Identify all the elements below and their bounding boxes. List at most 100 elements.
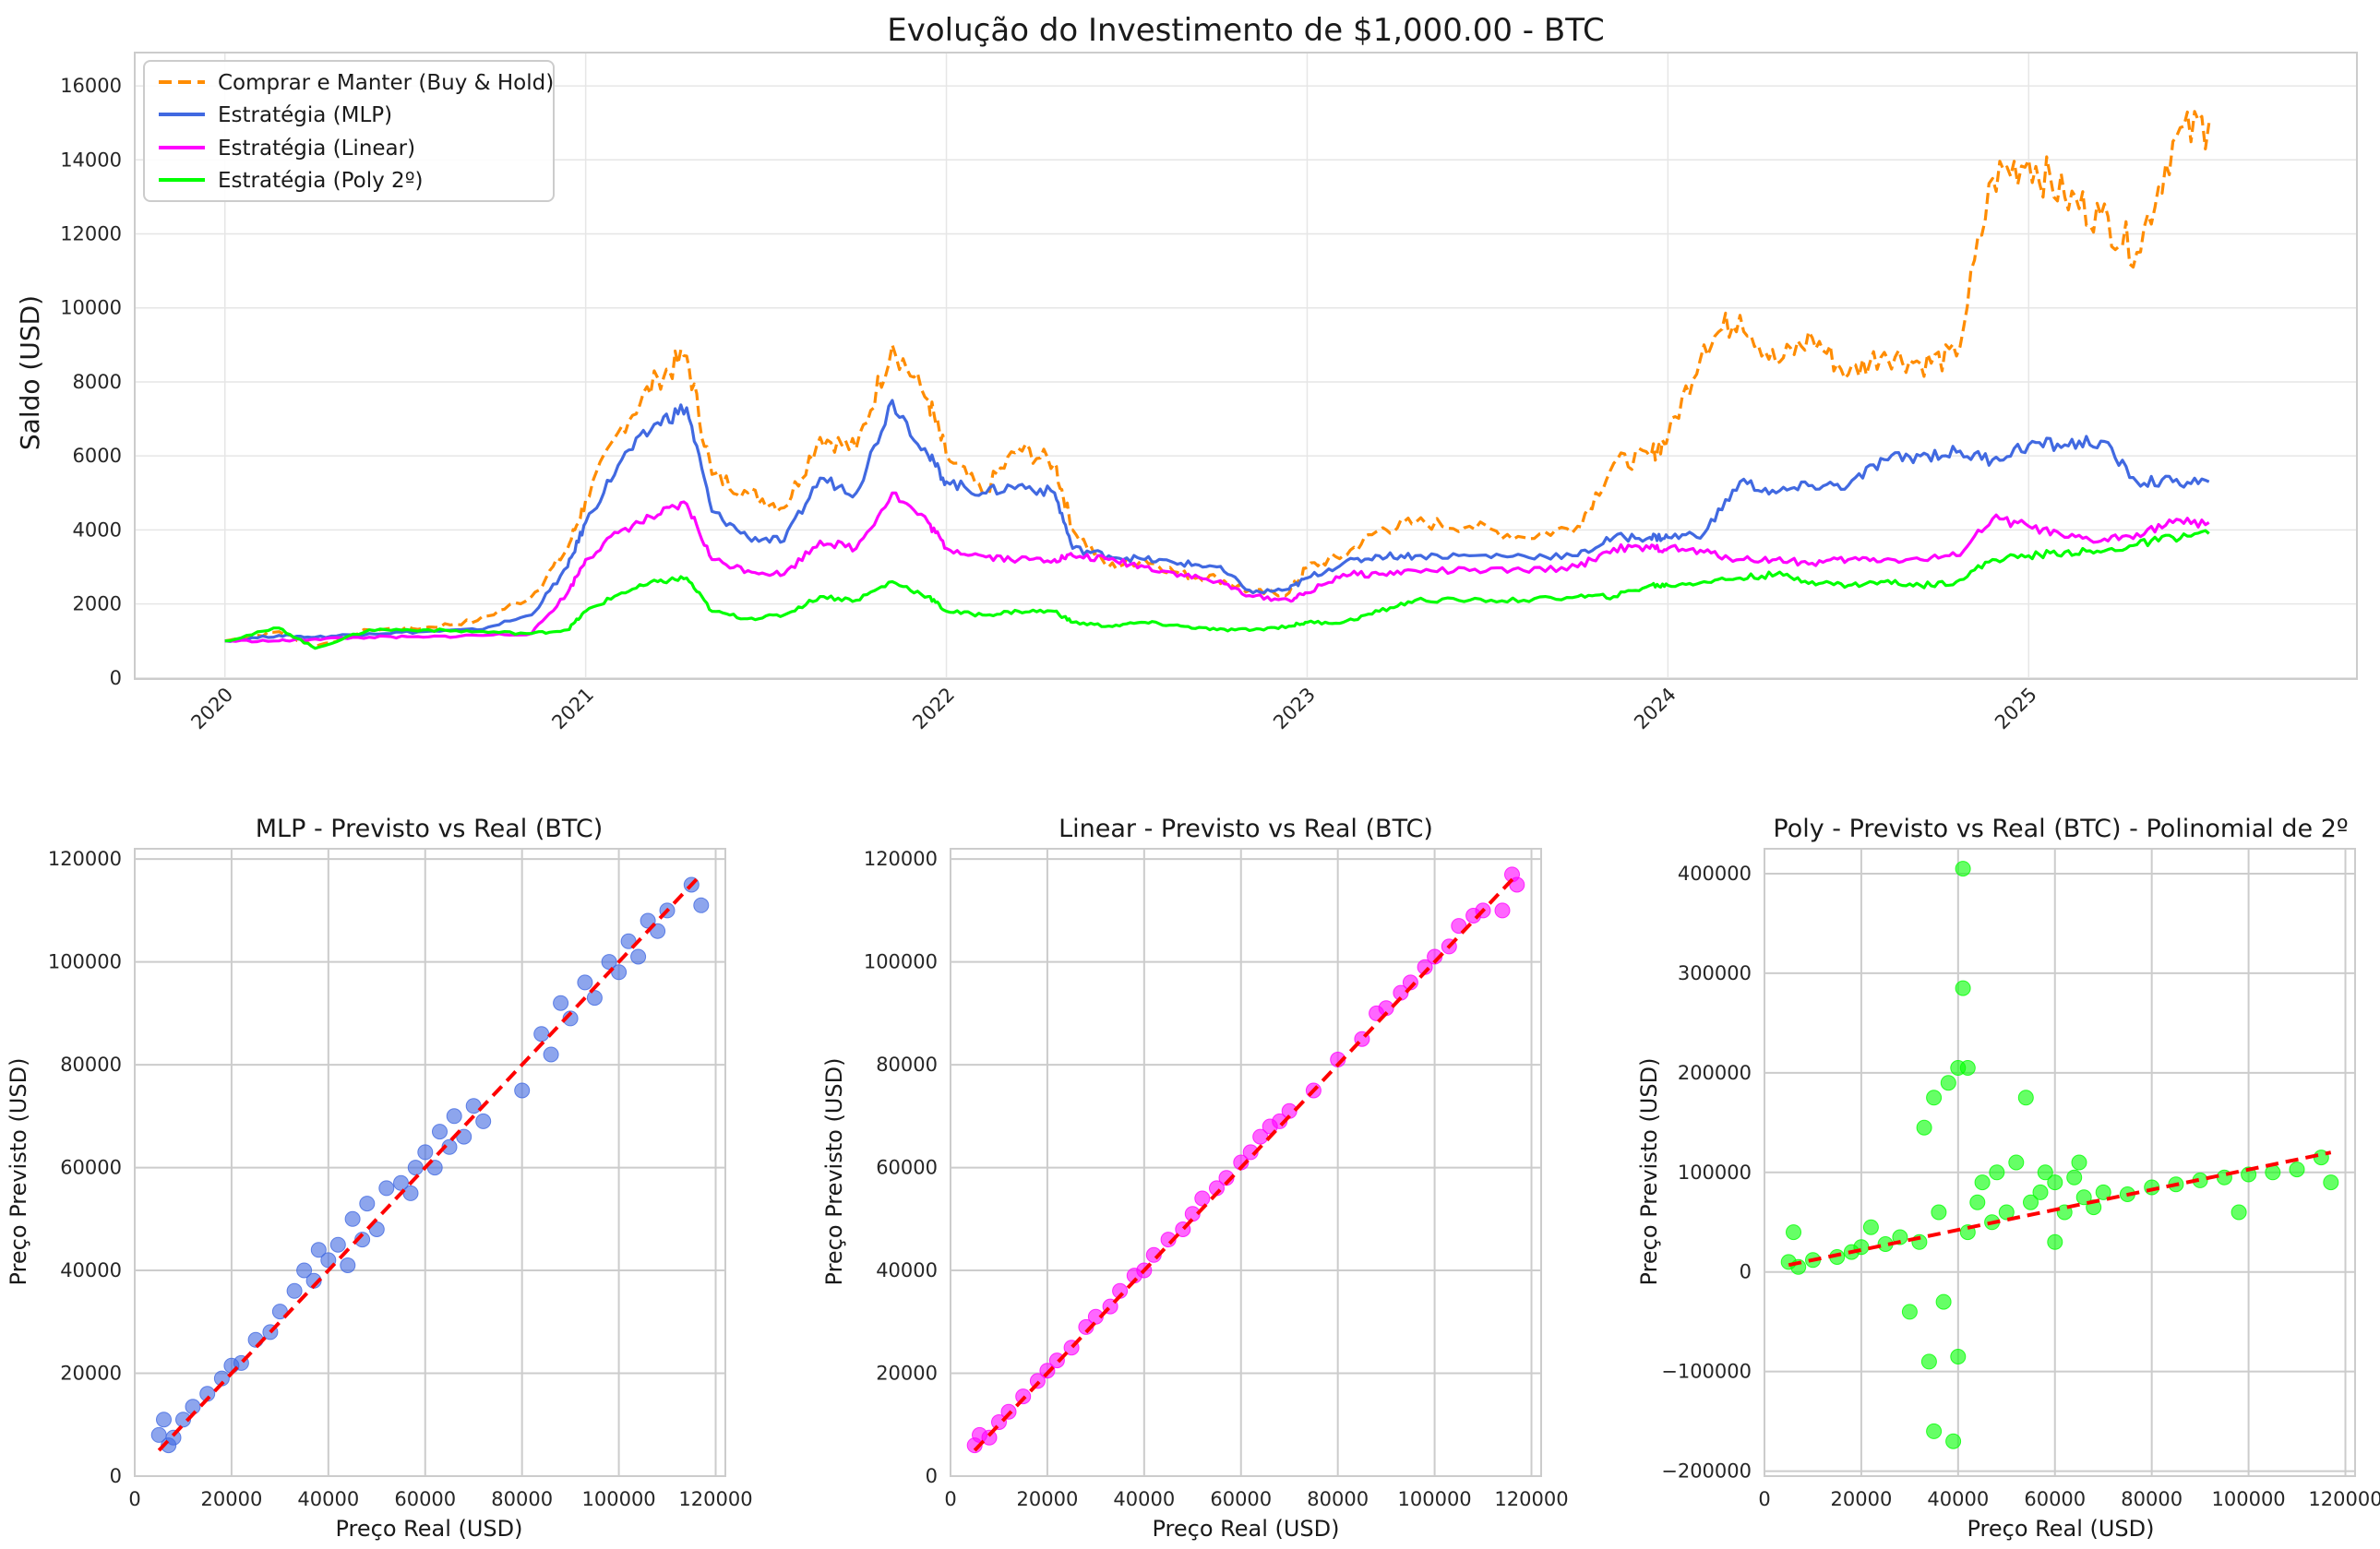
scatter-point [1955, 980, 1971, 996]
scatter-point [310, 1242, 327, 1258]
scatter-point [981, 1429, 998, 1446]
plot-frame [950, 848, 1542, 1477]
y-tick-label: 16000 [60, 75, 122, 97]
y-tick-label: 300000 [1678, 962, 1752, 984]
scatter-point [402, 1185, 419, 1201]
x-axis-label: Preço Real (USD) [1152, 1516, 1339, 1542]
x-tick-label: 2021 [547, 684, 598, 734]
x-tick-label: 60000 [1210, 1488, 1272, 1510]
mlp-scatter-chart: MLP - Previsto vs Real (BTC) Preço Real … [6, 815, 753, 1542]
legend-label-poly: Estratégia (Poly 2º) [218, 169, 424, 193]
x-axis-label: Preço Real (USD) [335, 1516, 522, 1542]
y-axis-ticks: 0 20000 40000 60000 80000 100000 120000 [864, 848, 938, 1487]
x-tick-label: 2022 [908, 684, 959, 734]
y-tick-label: 2000 [73, 593, 122, 615]
scatter-point [1926, 1423, 1943, 1439]
poly-scatter-chart: Poly - Previsto vs Real (BTC) - Polinomi… [1636, 815, 2380, 1542]
scatter-point [1786, 1224, 1801, 1241]
scatter-point [475, 1113, 492, 1129]
scatter-point [1945, 1433, 1962, 1449]
y-axis-ticks: 0 20000 40000 60000 80000 100000 120000 [48, 848, 122, 1487]
scatter-point [1969, 1194, 1986, 1210]
x-tick-label: 2024 [1630, 684, 1680, 734]
scatter-point [175, 1412, 191, 1428]
x-tick-label: 120000 [2308, 1488, 2380, 1510]
y-tick-label: 200000 [1678, 1062, 1752, 1084]
scatter-point [2095, 1184, 2111, 1200]
x-tick-label: 80000 [491, 1488, 553, 1510]
scatter-point [359, 1196, 376, 1212]
scatter-point [1862, 1219, 1879, 1235]
scatter-point [2032, 1184, 2049, 1200]
grid [135, 53, 2357, 679]
x-tick-label: 0 [944, 1488, 956, 1510]
scatter-point [2008, 1154, 2025, 1171]
scatter-point [2017, 1090, 2034, 1106]
scatter-point [407, 1160, 424, 1176]
plot-frame [134, 52, 2358, 680]
identity-reference-line [157, 873, 703, 1452]
scatter-point [2037, 1164, 2053, 1181]
x-tick-label: 20000 [1831, 1488, 1893, 1510]
y-tick-label: 0 [110, 667, 122, 689]
investment-evolution-chart: Evolução do Investimento de $1,000.00 - … [15, 12, 2358, 734]
scatter-point [601, 954, 617, 971]
scatter-point [1959, 1060, 1976, 1076]
x-tick-label: 60000 [394, 1488, 456, 1510]
scatter-point [340, 1257, 356, 1273]
x-tick-label: 120000 [678, 1488, 752, 1510]
scatter-point [1494, 902, 1511, 919]
y-tick-label: 80000 [876, 1054, 938, 1076]
series-lines [224, 110, 2211, 650]
scatter-point [1940, 1075, 1956, 1091]
scatter-point [2241, 1166, 2257, 1183]
y-tick-label: 12000 [60, 223, 122, 245]
y-axis-label: Preço Previsto (USD) [1636, 1058, 1662, 1286]
y-axis-label: Preço Previsto (USD) [821, 1058, 847, 1286]
x-tick-label: 2020 [186, 684, 237, 734]
x-tick-label: 40000 [1113, 1488, 1175, 1510]
chart-title: Poly - Previsto vs Real (BTC) - Polinomi… [1773, 815, 2348, 843]
identity-reference-line [1788, 1150, 2332, 1268]
x-tick-label: 20000 [1017, 1488, 1079, 1510]
y-tick-label: 6000 [73, 445, 122, 467]
y-tick-label: 80000 [60, 1054, 122, 1076]
scatter-point [1998, 1204, 2015, 1221]
scatter-point [1920, 1353, 1937, 1370]
scatter-point [533, 1026, 550, 1043]
scatter-point [329, 1236, 346, 1253]
legend-label-linear: Estratégia (Linear) [218, 137, 415, 161]
y-tick-label: 40000 [60, 1259, 122, 1281]
y-tick-label: 0 [926, 1465, 938, 1487]
y-axis-label: Preço Previsto (USD) [6, 1058, 31, 1286]
scatter-point [1955, 861, 1971, 877]
scatter-point [586, 990, 603, 1007]
series-line-2 [224, 491, 2210, 644]
y-tick-label: 60000 [60, 1157, 122, 1179]
legend-entry-linear: Estratégia (Linear) [159, 137, 415, 161]
series-line-0 [224, 110, 2211, 649]
y-tick-label: 100000 [1678, 1162, 1752, 1184]
linear-scatter-chart: Linear - Previsto vs Real (BTC) Preço Re… [821, 815, 1569, 1542]
scatter-point [1194, 1190, 1211, 1207]
scatter-point [378, 1180, 395, 1197]
legend-entry-buy-hold: Comprar e Manter (Buy & Hold) [159, 71, 554, 95]
x-axis-ticks: 0 20000 40000 60000 80000 100000 120000 [944, 1488, 1568, 1510]
scatter-point [1950, 1349, 1967, 1364]
plot-frame [134, 848, 726, 1477]
legend-entry-poly: Estratégia (Poly 2º) [159, 169, 424, 193]
scatter-point [446, 1108, 462, 1125]
scatter-point [514, 1082, 531, 1099]
x-tick-label: 100000 [582, 1488, 656, 1510]
scatter-point [577, 974, 593, 991]
x-tick-label: 40000 [1927, 1488, 1989, 1510]
y-tick-label: 120000 [48, 848, 122, 870]
scatter-point [2231, 1204, 2247, 1221]
y-tick-label: −200000 [1661, 1460, 1752, 1483]
y-tick-label: 100000 [864, 951, 938, 973]
y-tick-label: 8000 [73, 371, 122, 393]
chart-title: MLP - Previsto vs Real (BTC) [256, 815, 603, 843]
y-tick-label: 40000 [876, 1259, 938, 1281]
y-tick-label: 10000 [60, 297, 122, 319]
scatter-point [417, 1144, 434, 1161]
